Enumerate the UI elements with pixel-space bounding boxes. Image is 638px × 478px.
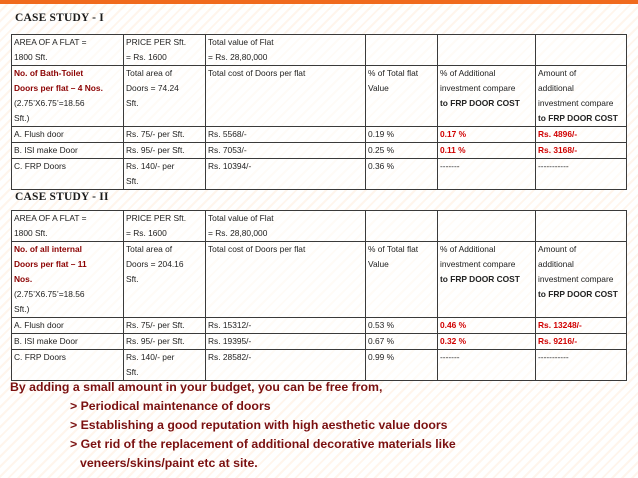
addpct-cell: ------- xyxy=(437,158,536,190)
top-accent-band xyxy=(0,0,638,4)
table-row: A. Flush door Rs. 75/- per Sft. Rs. 5568… xyxy=(11,126,627,143)
cost-label-cell: Total cost of Doors per flat xyxy=(205,241,366,318)
addpct-cell: 0.46 % xyxy=(437,317,536,334)
table-row: A. Flush door Rs. 75/- per Sft. Rs. 1531… xyxy=(11,317,627,334)
door-area-cell: Total area of Doors = 74.24 Sft. xyxy=(123,65,206,127)
pct-cell: 0.99 % xyxy=(365,349,438,381)
empty-cell xyxy=(365,34,438,66)
table-row: C. FRP Doors Rs. 140/- per Sft. Rs. 10394… xyxy=(11,158,627,190)
amount-cell: Rs. 9216/- xyxy=(535,333,627,350)
pct-cell: 0.19 % xyxy=(365,126,438,143)
benefits-text: By adding a small amount in your budget,… xyxy=(10,378,630,473)
amount-cell: ----------- xyxy=(535,349,627,381)
benefit-item: > Get rid of the replacement of addition… xyxy=(70,437,456,451)
addpct-label-cell: % of Additional investment compare to FRP … xyxy=(437,65,536,127)
bath-doors-cell: No. of Bath-Toilet Doors per flat – 4 Nos… xyxy=(11,65,124,127)
pct-cell: 0.67 % xyxy=(365,333,438,350)
flat-value-cell: Total value of Flat = Rs. 28,80,000 xyxy=(205,210,366,242)
cost-cell: Rs. 15312/- xyxy=(205,317,366,334)
price-cell: PRICE PER Sft. = Rs. 1600 xyxy=(123,34,206,66)
table-row: No. of all internal Doors per flat – 11 No… xyxy=(11,241,627,318)
door-type-cell: A. Flush door xyxy=(11,126,124,143)
pct-label-cell: % of Total flat Value xyxy=(365,65,438,127)
price-cell: Rs. 140/- per Sft. xyxy=(123,158,206,190)
price-cell: Rs. 140/- per Sft. xyxy=(123,349,206,381)
addpct-label-cell: % of Additional investment compare to FRP … xyxy=(437,241,536,318)
amount-label-cell: Amount of additional investment compare to … xyxy=(535,65,627,127)
empty-cell xyxy=(535,210,627,242)
internal-doors-cell: No. of all internal Doors per flat – 11 No… xyxy=(11,241,124,318)
benefit-item-continuation: veneers/skins/paint etc at site. xyxy=(80,456,258,470)
table-row: AREA OF A FLAT = 1800 Sft. PRICE PER Sft.… xyxy=(11,210,627,242)
door-type-cell: C. FRP Doors xyxy=(11,158,124,190)
door-type-cell: B. ISI make Door xyxy=(11,142,124,159)
cost-cell: Rs. 19395/- xyxy=(205,333,366,350)
door-area-cell: Total area of Doors = 204.16 Sft. xyxy=(123,241,206,318)
table-row: AREA OF A FLAT = 1800 Sft. PRICE PER Sft.… xyxy=(11,34,627,66)
table-row: B. ISI make Door Rs. 95/- per Sft. Rs. 1… xyxy=(11,333,627,350)
table-row: C. FRP Doors Rs. 140/- per Sft. Rs. 28582… xyxy=(11,349,627,381)
case-study-1-title: CASE STUDY - I xyxy=(15,12,104,24)
cost-cell: Rs. 5568/- xyxy=(205,126,366,143)
door-type-cell: A. Flush door xyxy=(11,317,124,334)
door-type-cell: B. ISI make Door xyxy=(11,333,124,350)
case-study-1-table: AREA OF A FLAT = 1800 Sft. PRICE PER Sft.… xyxy=(11,34,627,190)
price-cell: Rs. 95/- per Sft. xyxy=(123,142,206,159)
cost-label-cell: Total cost of Doors per flat xyxy=(205,65,366,127)
empty-cell xyxy=(365,210,438,242)
pct-cell: 0.53 % xyxy=(365,317,438,334)
area-cell: AREA OF A FLAT = 1800 Sft. xyxy=(11,34,124,66)
cost-cell: Rs. 10394/- xyxy=(205,158,366,190)
price-cell: Rs. 75/- per Sft. xyxy=(123,126,206,143)
addpct-cell: 0.32 % xyxy=(437,333,536,350)
cost-cell: Rs. 7053/- xyxy=(205,142,366,159)
table-row: No. of Bath-Toilet Doors per flat – 4 Nos… xyxy=(11,65,627,127)
amount-cell: Rs. 3168/- xyxy=(535,142,627,159)
cost-cell: Rs. 28582/- xyxy=(205,349,366,381)
addpct-cell: 0.17 % xyxy=(437,126,536,143)
flat-value-cell: Total value of Flat = Rs. 28,80,000 xyxy=(205,34,366,66)
pct-cell: 0.36 % xyxy=(365,158,438,190)
case-study-2-title: CASE STUDY - II xyxy=(15,191,109,203)
price-cell: Rs. 95/- per Sft. xyxy=(123,333,206,350)
empty-cell xyxy=(535,34,627,66)
door-type-cell: C. FRP Doors xyxy=(11,349,124,381)
benefits-intro: By adding a small amount in your budget,… xyxy=(10,380,383,394)
price-cell: Rs. 75/- per Sft. xyxy=(123,317,206,334)
amount-label-cell: Amount of additional investment compare to … xyxy=(535,241,627,318)
pct-cell: 0.25 % xyxy=(365,142,438,159)
case-study-2-table: AREA OF A FLAT = 1800 Sft. PRICE PER Sft.… xyxy=(11,210,627,381)
table-row: B. ISI make Door Rs. 95/- per Sft. Rs. 7… xyxy=(11,142,627,159)
amount-cell: ----------- xyxy=(535,158,627,190)
addpct-cell: 0.11 % xyxy=(437,142,536,159)
area-cell: AREA OF A FLAT = 1800 Sft. xyxy=(11,210,124,242)
amount-cell: Rs. 13248/- xyxy=(535,317,627,334)
benefit-item: > Establishing a good reputation with hi… xyxy=(70,418,448,432)
benefit-item: > Periodical maintenance of doors xyxy=(70,399,271,413)
empty-cell xyxy=(437,34,536,66)
price-cell: PRICE PER Sft. = Rs. 1600 xyxy=(123,210,206,242)
pct-label-cell: % of Total flat Value xyxy=(365,241,438,318)
addpct-cell: ------- xyxy=(437,349,536,381)
amount-cell: Rs. 4896/- xyxy=(535,126,627,143)
empty-cell xyxy=(437,210,536,242)
